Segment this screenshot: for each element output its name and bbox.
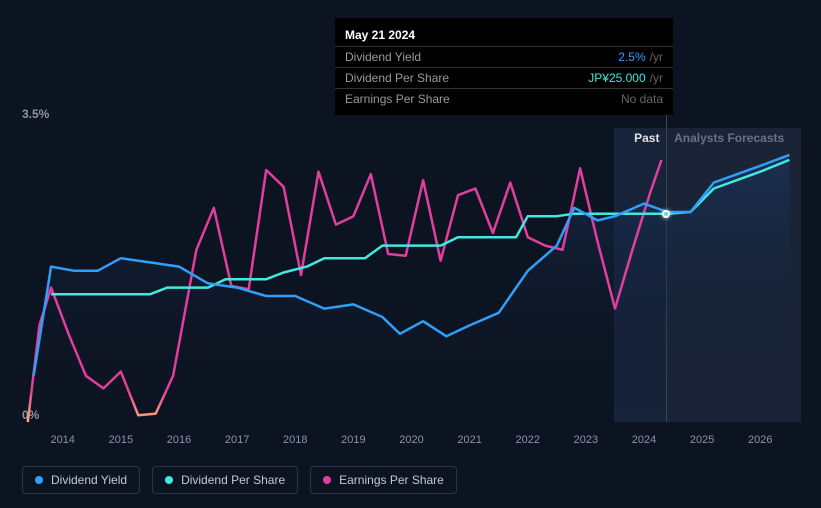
legend-label: Dividend Yield <box>51 473 127 487</box>
y-axis-max-label: 3.5% <box>22 107 49 121</box>
legend-dot <box>323 476 331 484</box>
legend-item-eps[interactable]: Earnings Per Share <box>310 466 457 494</box>
legend-label: Dividend Per Share <box>181 473 285 487</box>
legend-dot <box>165 476 173 484</box>
chart-plot-svg[interactable] <box>22 128 801 422</box>
x-tick-label: 2019 <box>341 434 365 446</box>
tooltip-value: JP¥25.000 <box>588 71 645 85</box>
tooltip-unit: /yr <box>650 50 663 64</box>
tooltip-row-yield: Dividend Yield 2.5% /yr <box>335 47 673 68</box>
chart-tooltip: May 21 2024 Dividend Yield 2.5% /yr Divi… <box>335 18 673 115</box>
x-tick-label: 2018 <box>283 434 307 446</box>
tooltip-unit: /yr <box>650 71 663 85</box>
x-tick-label: 2022 <box>516 434 540 446</box>
x-tick-label: 2020 <box>399 434 423 446</box>
legend-dot <box>35 476 43 484</box>
tooltip-label: Earnings Per Share <box>345 92 621 106</box>
tooltip-value: No data <box>621 92 663 106</box>
x-tick-label: 2024 <box>632 434 656 446</box>
tooltip-label: Dividend Per Share <box>345 71 588 85</box>
chart-legend: Dividend Yield Dividend Per Share Earnin… <box>22 466 457 494</box>
x-tick-label: 2017 <box>225 434 249 446</box>
x-tick-label: 2014 <box>50 434 74 446</box>
x-tick-label: 2016 <box>167 434 191 446</box>
tooltip-row-dps: Dividend Per Share JP¥25.000 /yr <box>335 68 673 89</box>
x-tick-label: 2026 <box>748 434 772 446</box>
legend-item-yield[interactable]: Dividend Yield <box>22 466 140 494</box>
x-tick-label: 2025 <box>690 434 714 446</box>
legend-item-dps[interactable]: Dividend Per Share <box>152 466 298 494</box>
x-tick-label: 2015 <box>109 434 133 446</box>
x-tick-label: 2023 <box>574 434 598 446</box>
tooltip-row-eps: Earnings Per Share No data <box>335 89 673 109</box>
legend-label: Earnings Per Share <box>339 473 444 487</box>
tooltip-label: Dividend Yield <box>345 50 618 64</box>
tooltip-value: 2.5% <box>618 50 645 64</box>
cursor-marker <box>662 210 670 218</box>
x-tick-label: 2021 <box>457 434 481 446</box>
dividend-chart: May 21 2024 Dividend Yield 2.5% /yr Divi… <box>0 0 821 508</box>
tooltip-date: May 21 2024 <box>335 24 673 47</box>
